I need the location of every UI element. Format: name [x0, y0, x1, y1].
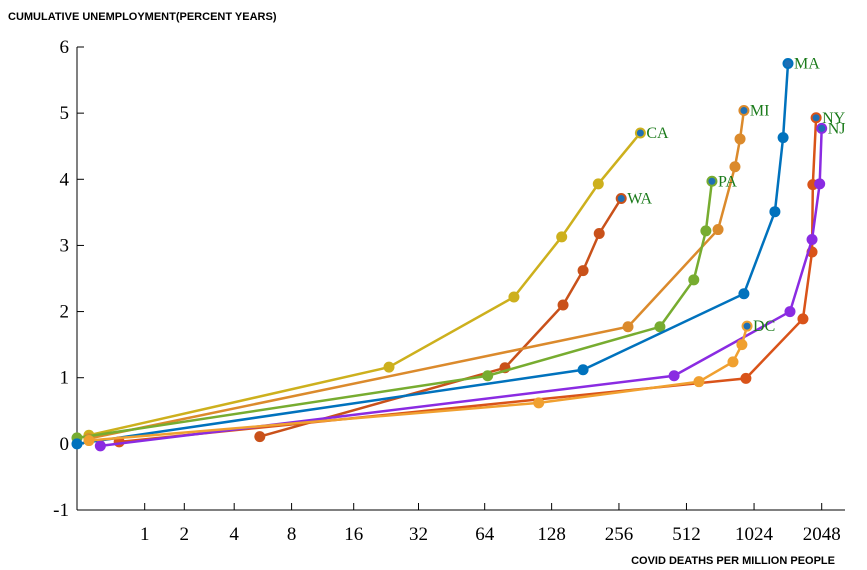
- data-point: [693, 376, 705, 388]
- data-point: [814, 178, 826, 190]
- data-point: [592, 178, 604, 190]
- data-point: [706, 175, 718, 187]
- data-point: [508, 291, 520, 303]
- data-point: [634, 127, 646, 139]
- data-point: [668, 370, 680, 382]
- data-point: [533, 397, 545, 409]
- data-point: [727, 356, 739, 368]
- data-point: [797, 313, 809, 325]
- x-tick-label: 512: [672, 524, 701, 545]
- series-line: [100, 128, 823, 448]
- series-label: NJ: [828, 120, 846, 137]
- data-point: [740, 372, 752, 384]
- data-point: [738, 104, 750, 116]
- data-point: [734, 133, 746, 145]
- data-point: [736, 339, 748, 351]
- series-label: PA: [718, 173, 737, 190]
- series-line: [76, 63, 790, 446]
- data-point: [383, 361, 395, 373]
- data-point: [577, 265, 589, 277]
- series-line: [76, 181, 714, 440]
- x-axis-label: COVID DEATHS PER MILLION PEOPLE: [631, 555, 835, 567]
- data-point: [654, 321, 666, 333]
- data-point: [83, 435, 95, 447]
- series-label: MI: [750, 102, 770, 119]
- data-point: [741, 320, 753, 332]
- data-point: [806, 233, 818, 245]
- x-tick-label: 2: [180, 524, 190, 545]
- series-label: MA: [794, 56, 820, 73]
- x-tick-label: 8: [287, 524, 297, 545]
- y-tick-label: 3: [60, 235, 70, 256]
- x-tick-label: 64: [475, 524, 495, 545]
- data-point: [94, 440, 106, 452]
- data-point: [71, 438, 83, 450]
- data-point: [784, 306, 796, 318]
- x-tick-label: 4: [229, 524, 239, 545]
- series-label: CA: [646, 125, 669, 142]
- x-tick-label: 32: [409, 524, 428, 545]
- y-tick-label: 1: [60, 368, 70, 389]
- y-tick-label: 0: [60, 434, 70, 455]
- data-point: [700, 225, 712, 237]
- series-line: [88, 132, 642, 437]
- data-point: [593, 228, 605, 240]
- series-label: DC: [753, 318, 775, 335]
- series-line: [119, 117, 818, 444]
- x-tick-label: 2048: [803, 524, 841, 545]
- y-tick-label: -1: [53, 500, 69, 521]
- data-point: [712, 224, 724, 236]
- data-point: [782, 58, 794, 70]
- series-line: [88, 325, 749, 442]
- data-point: [816, 122, 828, 134]
- y-tick-label: 5: [60, 103, 70, 124]
- x-tick-label: 256: [605, 524, 634, 545]
- x-tick-label: 16: [344, 524, 363, 545]
- data-point: [729, 161, 741, 173]
- data-point: [482, 370, 494, 382]
- series-label: NY: [822, 110, 846, 127]
- data-point: [810, 112, 822, 124]
- series-label: WA: [627, 190, 652, 207]
- x-tick-label: 1: [140, 524, 150, 545]
- chart-title: CUMULATIVE UNEMPLOYMENT(PERCENT YEARS): [8, 11, 277, 23]
- data-point: [777, 132, 789, 144]
- x-tick-label: 128: [537, 524, 566, 545]
- data-point: [615, 192, 627, 204]
- data-point: [738, 288, 750, 300]
- y-tick-label: 6: [60, 37, 70, 58]
- data-point: [577, 364, 589, 376]
- data-point: [688, 274, 700, 286]
- data-point: [254, 431, 266, 443]
- data-point: [557, 299, 569, 311]
- data-point: [556, 231, 568, 243]
- y-tick-label: 4: [60, 169, 70, 190]
- y-tick-label: 2: [60, 302, 70, 323]
- data-point: [769, 206, 781, 218]
- x-tick-label: 1024: [735, 524, 774, 545]
- data-point: [622, 321, 634, 333]
